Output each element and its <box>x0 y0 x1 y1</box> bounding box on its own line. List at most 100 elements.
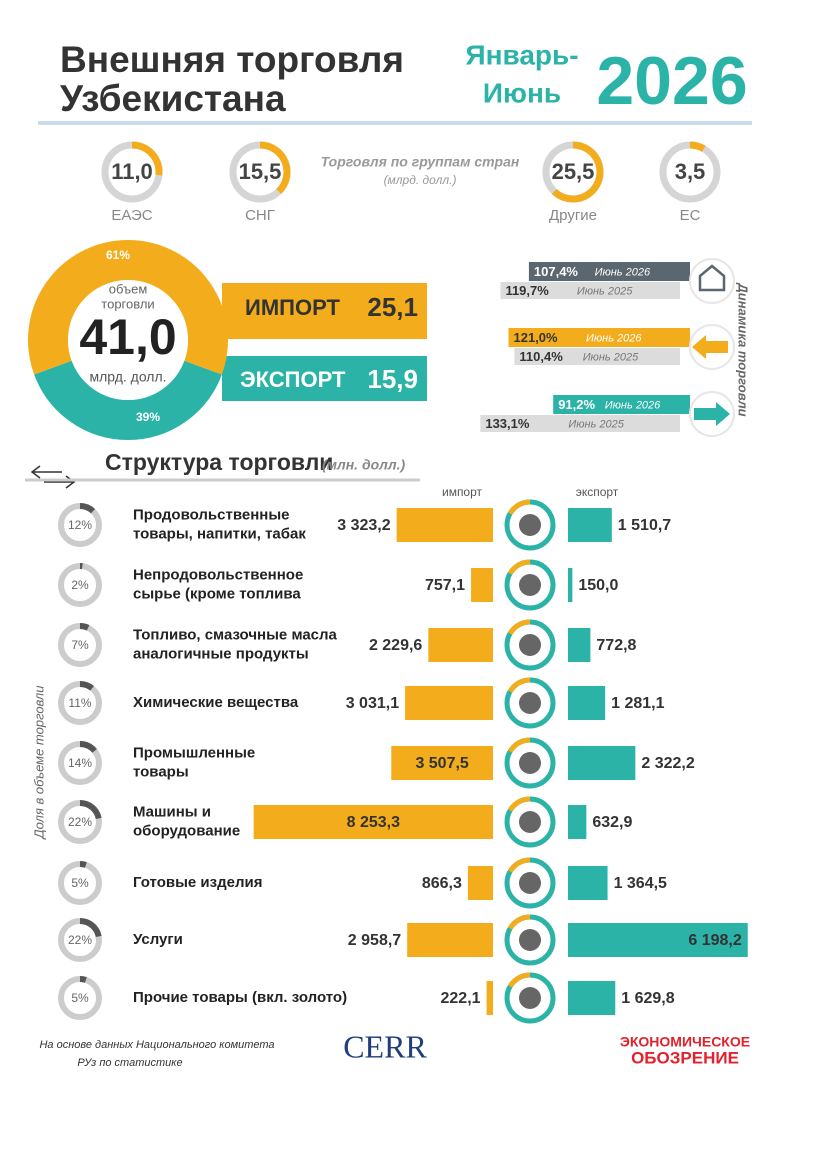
category-name: Продовольственные <box>133 506 289 523</box>
share-label: 5% <box>71 876 89 890</box>
total-value: 41,0 <box>79 309 176 365</box>
share-arc <box>79 976 87 983</box>
groups-title: Торговля по группам стран <box>321 154 520 170</box>
import-label: 8 253,3 <box>347 814 400 831</box>
category-icon-core <box>519 574 541 596</box>
dynamics-icon <box>689 258 735 304</box>
export-box <box>222 356 427 401</box>
category-icon-core <box>519 634 541 656</box>
dynamics-value: 119,7% <box>505 283 549 298</box>
import-label: 3 323,2 <box>337 517 390 534</box>
category-name: товары <box>133 763 189 780</box>
period-line: Июнь <box>483 77 561 108</box>
export-bar <box>568 746 636 780</box>
dynamics-period: Июнь 2025 <box>568 418 624 430</box>
category-icon-core <box>519 987 541 1009</box>
import-label: 757,1 <box>425 577 465 594</box>
dynamics-bar <box>500 282 680 299</box>
logo-review: ОБОЗРЕНИЕ <box>631 1048 739 1067</box>
import-bar <box>391 746 493 780</box>
period-line: Январь- <box>465 39 578 70</box>
import-bar <box>486 981 493 1015</box>
category-icon-accent <box>507 677 531 693</box>
category-icon-core <box>519 929 541 951</box>
category-name: Топливо, смазочные масла <box>133 626 338 643</box>
import-label: 3 507,5 <box>415 755 468 772</box>
category-icon-accent <box>507 857 531 873</box>
import-bar <box>428 628 493 662</box>
export-label: 6 198,2 <box>688 932 741 949</box>
dynamics-period: Июнь 2025 <box>583 351 639 363</box>
category-icon-core <box>519 811 541 833</box>
dynamics-value: 121,0% <box>514 330 559 345</box>
share-label: 14% <box>68 756 92 770</box>
donut-import <box>28 240 228 375</box>
share-label: 22% <box>68 815 92 829</box>
category-icon-accent <box>507 796 531 812</box>
import-value: 25,1 <box>367 292 418 322</box>
group-value: 3,5 <box>675 159 706 184</box>
import-bar <box>471 568 493 602</box>
export-label: 632,9 <box>592 814 632 831</box>
structure-title: Структура торговли <box>105 449 333 475</box>
share-arc <box>79 918 102 938</box>
category-name: Прочие товары (вкл. золото) <box>133 989 347 1006</box>
groups-unit: (млрд. долл.) <box>384 173 457 187</box>
dynamics-bar <box>480 415 680 432</box>
import-bar <box>467 866 493 900</box>
export-bar <box>568 628 591 662</box>
dynamics-value: 110,4% <box>519 349 563 364</box>
donut-export <box>34 360 222 440</box>
export-label: 772,8 <box>596 637 636 654</box>
category-icon-core <box>519 514 541 536</box>
source-line: На основе данных Национального комитета <box>39 1039 274 1051</box>
dynamics-period: Июнь 2026 <box>586 332 642 344</box>
category-name: Машины и <box>133 803 211 820</box>
category-name: сырье (кроме топлива <box>133 585 301 602</box>
export-bar <box>568 923 748 957</box>
import-bar <box>407 923 493 957</box>
dynamics-period: Июнь 2025 <box>577 285 633 297</box>
category-icon-accent <box>507 737 531 753</box>
import-label: 222,1 <box>441 990 481 1007</box>
ring-arc <box>689 141 706 152</box>
share-arc <box>79 681 95 691</box>
import-share: 61% <box>106 248 130 262</box>
dynamics-value: 133,1% <box>485 416 530 431</box>
category-name: Непродовольственное <box>133 566 303 583</box>
export-label: 1 629,8 <box>621 990 674 1007</box>
export-bar <box>568 805 587 839</box>
dynamics-bar <box>553 395 690 414</box>
import-bar <box>253 805 493 839</box>
export-value: 15,9 <box>367 364 418 394</box>
share-label: 22% <box>68 933 92 947</box>
category-icon-core <box>519 752 541 774</box>
export-bar <box>568 686 606 720</box>
trade-icon <box>698 264 726 292</box>
import-arrow <box>692 335 728 359</box>
share-arc <box>79 741 97 753</box>
category-name: Готовые изделия <box>133 874 262 891</box>
export-bar <box>568 981 616 1015</box>
swap-icon <box>30 465 76 489</box>
category-name: Промышленные <box>133 744 255 761</box>
share-arc <box>79 800 102 820</box>
import-label: 2 958,7 <box>348 932 401 949</box>
export-name: ЭКСПОРТ <box>240 367 346 392</box>
dynamics-bar <box>514 348 680 365</box>
import-header: импорт <box>442 485 483 499</box>
import-label: 866,3 <box>422 875 462 892</box>
category-icon-accent <box>507 559 531 575</box>
share-label: 12% <box>68 518 92 532</box>
ring-arc <box>131 141 163 176</box>
logo-cerr: CERR <box>343 1028 427 1064</box>
category-icon-accent <box>507 914 531 930</box>
import-bar <box>396 508 493 542</box>
export-label: 1 281,1 <box>611 695 664 712</box>
category-icon-accent <box>507 972 531 988</box>
import-name: ИМПОРТ <box>245 295 340 320</box>
group-value: 11,0 <box>111 159 153 184</box>
dynamics-title: Динамика торговли <box>736 282 751 416</box>
category-icon-accent <box>507 499 531 515</box>
export-label: 1 510,7 <box>618 517 671 534</box>
